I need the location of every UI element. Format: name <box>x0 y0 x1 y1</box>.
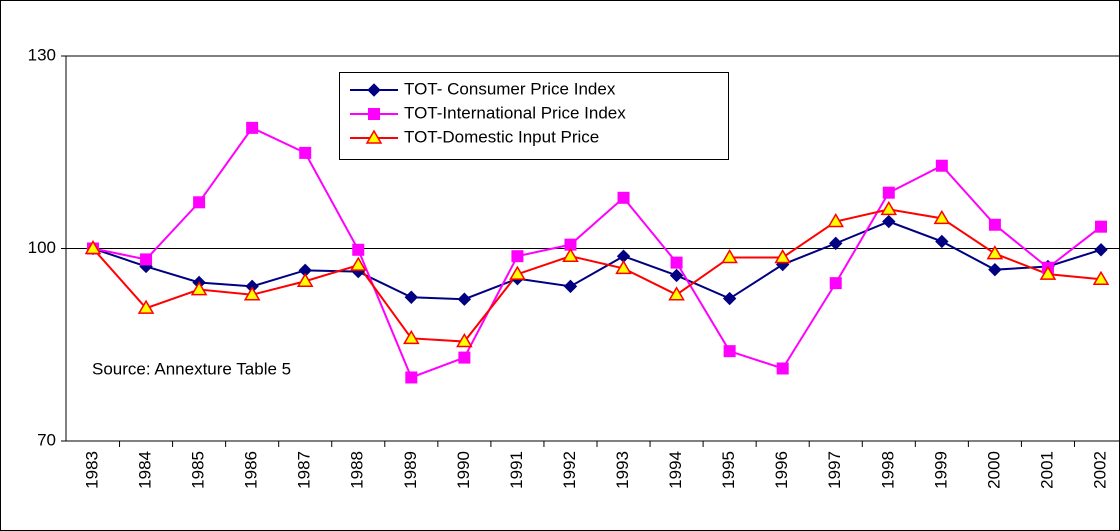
point <box>827 213 845 228</box>
legend-label: TOT-Domestic Input Price <box>404 127 599 146</box>
point <box>458 351 471 364</box>
point <box>988 218 1001 231</box>
point <box>193 196 206 209</box>
point <box>190 281 208 296</box>
x-tick-label: 1999 <box>931 451 950 489</box>
x-tick-label: 1995 <box>719 451 738 489</box>
x-tick-label: 1993 <box>613 451 632 489</box>
point <box>368 108 380 120</box>
point <box>722 291 737 306</box>
legend-box <box>339 72 729 160</box>
point <box>349 256 367 271</box>
point <box>882 214 896 229</box>
point <box>456 333 473 348</box>
x-tick-label: 1994 <box>666 451 685 489</box>
point <box>1092 270 1110 286</box>
point <box>1094 243 1108 257</box>
point <box>457 292 472 306</box>
point <box>367 83 381 97</box>
point <box>988 262 1002 277</box>
point <box>299 146 312 159</box>
x-tick-label: 1984 <box>136 451 155 489</box>
x-tick-label: 1989 <box>401 451 420 489</box>
point <box>774 248 791 264</box>
x-tick-label: 1987 <box>295 451 314 489</box>
point <box>365 129 383 144</box>
point <box>721 248 738 264</box>
point <box>829 236 843 251</box>
x-tick-label: 1990 <box>454 451 473 489</box>
point <box>296 272 314 287</box>
point <box>509 265 526 280</box>
legend: TOT- Consumer Price Index TOT-Internation… <box>339 72 729 160</box>
point <box>352 243 365 256</box>
point <box>140 253 153 266</box>
x-tick-label: 1998 <box>878 451 897 489</box>
x-tick-label: 1985 <box>189 451 208 489</box>
point <box>669 268 684 283</box>
x-tick-label: 1997 <box>825 451 844 489</box>
x-tick-label: 2001 <box>1037 451 1056 489</box>
x-tick-label: 1991 <box>507 451 526 489</box>
point <box>986 245 1004 260</box>
y-tick-label: 70 <box>37 430 56 449</box>
legend-label: TOT- Consumer Price Index <box>404 79 616 98</box>
point <box>933 209 951 225</box>
point <box>723 345 736 358</box>
annotation: Source: Annexture Table 5 <box>92 359 291 378</box>
point <box>668 286 685 301</box>
point <box>615 259 632 275</box>
point <box>882 186 895 199</box>
x-tick-label: 1996 <box>772 451 791 489</box>
point <box>405 371 418 384</box>
series-line <box>92 208 1102 343</box>
point <box>935 234 949 249</box>
x-tick-label: 2002 <box>1090 451 1109 489</box>
x-tick-label: 1992 <box>560 451 579 489</box>
series-line <box>92 126 1102 379</box>
point <box>511 250 524 263</box>
x-tick-label: 1983 <box>82 451 101 489</box>
point <box>829 277 842 290</box>
point <box>880 200 898 216</box>
point <box>243 286 261 301</box>
series-line <box>92 220 1102 301</box>
point <box>1095 220 1107 233</box>
point <box>84 240 102 255</box>
y-tick-label: 100 <box>28 238 56 257</box>
x-tick-label: 1986 <box>242 451 261 489</box>
point <box>137 299 155 314</box>
x-tick-label: 1988 <box>348 451 367 489</box>
point <box>404 290 419 304</box>
point <box>617 191 630 204</box>
point <box>935 159 948 172</box>
point <box>246 121 259 134</box>
x-tick-label: 2000 <box>984 451 1003 489</box>
point <box>403 329 420 345</box>
point <box>563 279 578 294</box>
y-tick-label: 130 <box>28 45 56 64</box>
point <box>670 256 683 269</box>
point <box>564 238 577 251</box>
point <box>562 247 579 262</box>
point <box>776 362 789 375</box>
legend-label: TOT-International Price Index <box>404 103 626 122</box>
point <box>1039 265 1057 280</box>
